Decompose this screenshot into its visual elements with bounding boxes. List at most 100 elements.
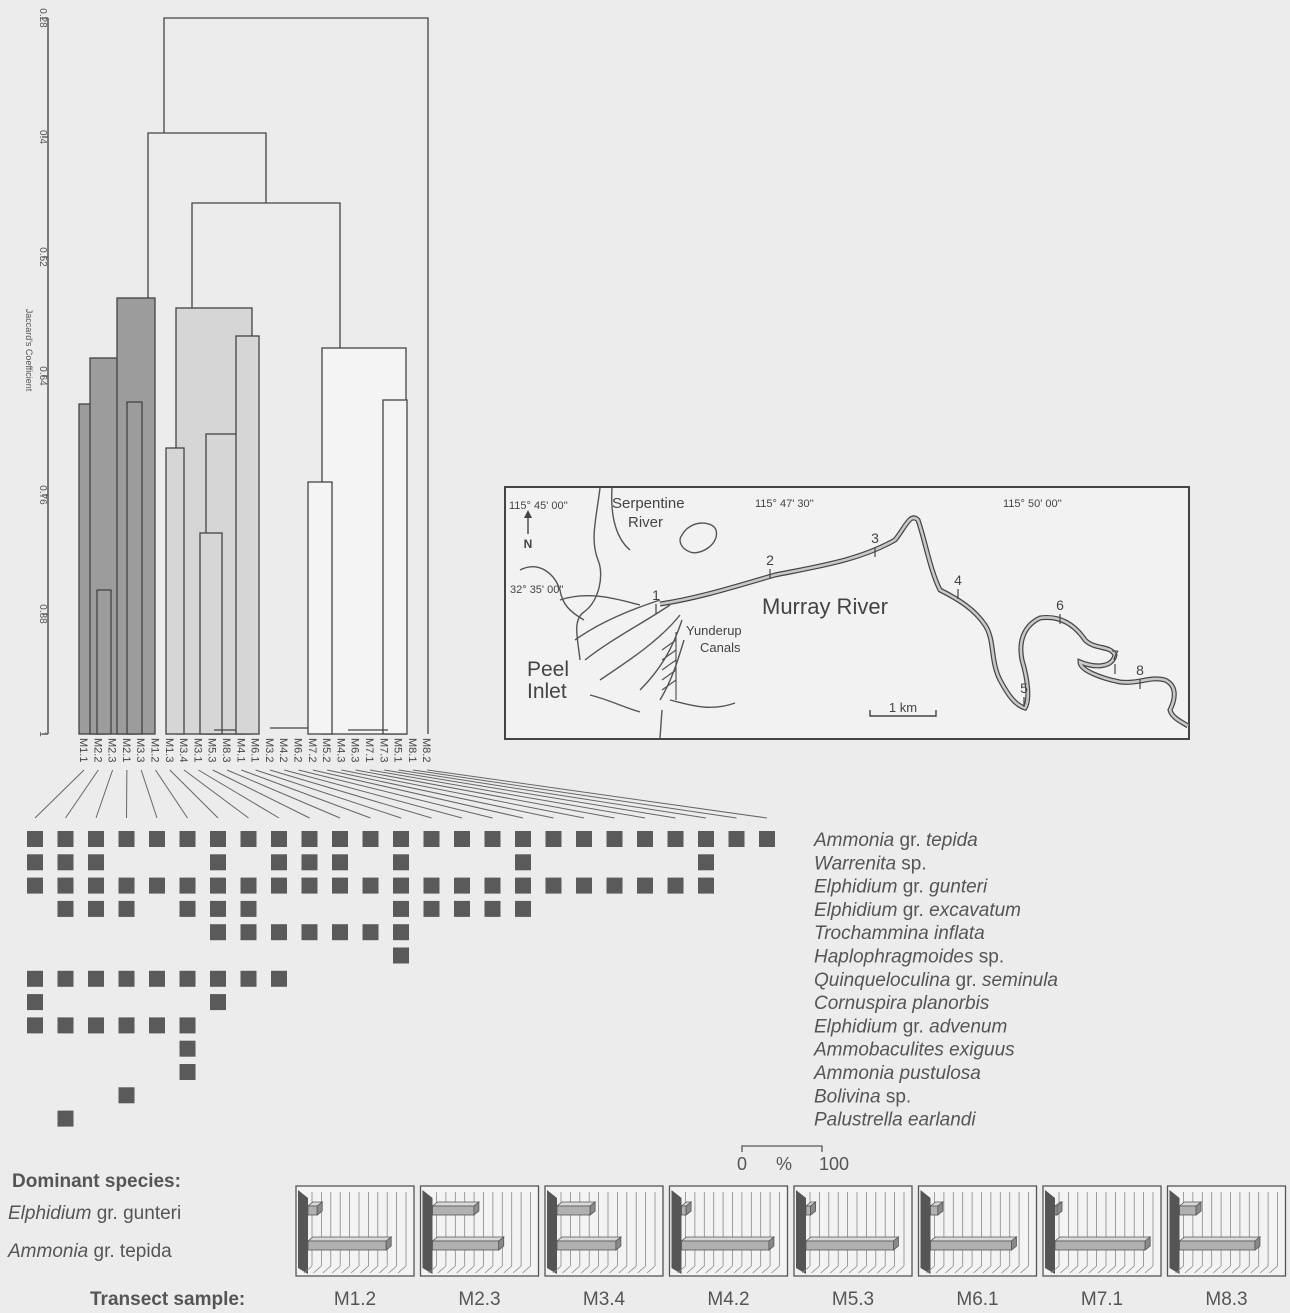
ammonia-bar-top [431,1236,505,1242]
map-peel-label-1: Peel [527,658,569,681]
panel-floor-line [801,1265,811,1274]
species-name: Elphidium gr. advenum [814,1016,1007,1037]
dendrogram-sample-label: M1.1 [77,738,89,762]
panel-floor-line [590,1265,599,1274]
transect-sample-label: M5.3 [832,1289,874,1310]
panel-floor-line [1050,1265,1060,1274]
panel-floor-line [696,1265,705,1274]
dendrogram-sample-label: M4.1 [234,738,246,762]
dendrogram-tick-label: 0.88 [37,604,48,624]
presence-cell [57,900,74,917]
dominant-panel [1166,1185,1287,1277]
species-name: Ammonia gr. tepida [813,830,978,851]
dominant-species-2-rest: gr. tepida [88,1241,172,1262]
dominant-panel [544,1185,664,1277]
percent-scale: 0 % 100 [737,1145,849,1174]
presence-cell [454,877,470,894]
presence-cell [393,947,409,964]
species-presence-matrix [27,831,775,1127]
species-epithet: seminula [982,970,1058,991]
map-frame [504,486,1190,740]
sample-connector-line [255,769,402,819]
murray-river-channel [659,516,1189,728]
panel-floor-line [677,1265,686,1274]
dendrogram-tick-label: 1 [37,731,48,737]
presence-cell [240,924,257,941]
presence-cell [606,877,623,894]
river-map: N 1 km 115° 45' 00'' 115° 47' 30'' 115° … [504,486,1190,740]
presence-cell [57,854,74,871]
sample-connector-line [284,769,463,819]
elphidium-bar [681,1205,687,1216]
elphidium-bar [930,1205,939,1216]
panel-floor-line [1020,1265,1029,1274]
presence-cell [271,924,287,941]
sample-connector-line [65,769,99,819]
presence-cell [362,831,379,847]
panel-floor-line [761,1265,771,1274]
presence-cell [118,1087,135,1104]
species-qualifier: gr. [897,1016,929,1037]
panel-floor-line [1175,1265,1184,1274]
sample-connector-line [140,769,158,819]
sample-connector-line [355,769,615,819]
dendrogram-sample-label: M3.4 [177,738,189,762]
dendrogram-sample-label: M1.3 [163,738,175,762]
elphidium-bar-side [589,1201,596,1216]
ammonia-bar-side [768,1236,775,1251]
panel-floor-line [811,1265,820,1274]
presence-cell [57,970,74,987]
dendrogram-sample-label: M5.1 [392,738,404,762]
transect-sample-label: M8.3 [1205,1289,1247,1310]
dendrogram-sample-label: M3.3 [134,738,146,762]
species-qualifier: sp. [896,853,927,874]
species-genus: Ammonia pustulosa [813,1063,981,1084]
presence-cell [332,877,348,894]
dendrogram-sample-label: M2.3 [106,738,118,762]
species-genus: Elphidium [814,877,897,898]
presence-cell [210,994,226,1011]
presence-cell [210,970,226,987]
presence-cell [179,1064,196,1080]
presence-cell [88,854,104,871]
dominant-species-panel: Dominant species: Elphidium gr. gunteri … [7,1145,1287,1310]
panel-floor-line [686,1265,696,1274]
panel-back-wall [1169,1190,1180,1274]
panel-floor-line [705,1265,714,1274]
presence-cell [759,831,775,847]
species-name: Trochammina inflata [814,923,985,944]
panel-floor-line [982,1265,992,1274]
presence-cell [149,1017,165,1034]
sample-connector-line [341,769,585,819]
map-island [679,522,718,554]
dominant-panel [668,1185,789,1277]
ammonia-bar [1179,1240,1256,1251]
dominant-species-2-genus: Ammonia [7,1241,88,1262]
panel-floor-line [303,1265,313,1274]
dendrogram-sample-label: M6.1 [249,738,261,762]
panel-floor-line [1259,1265,1269,1274]
panel-floor-line [331,1265,341,1274]
species-name: Palustrella earlandi [814,1110,976,1131]
panel-floor-line [992,1265,1001,1274]
sample-connector-line [312,769,524,819]
panel-floor-line [313,1265,322,1274]
presence-cell [240,970,257,987]
panel-floor-line [743,1265,752,1274]
sample-connector-line [169,769,219,819]
elphidium-bar-side [810,1201,816,1216]
map-lat-label: 32° 35' 00'' [510,584,564,596]
panel-floor-line [1088,1265,1097,1274]
panel-floor-line [839,1265,848,1274]
presence-cell [698,854,714,871]
panel-floor-line [895,1265,905,1274]
dominant-species-1: Elphidium gr. gunteri [8,1203,181,1224]
transect-sample-label: M2.3 [458,1289,500,1310]
species-genus: Elphidium [814,900,897,921]
presence-cell [271,877,287,894]
presence-cell [27,1017,43,1034]
sample-connector-line [369,769,646,819]
dendrogram-tick-label: 0.76 [37,485,48,505]
panel-back-wall [422,1190,433,1274]
panel-floor-line [1010,1265,1020,1274]
